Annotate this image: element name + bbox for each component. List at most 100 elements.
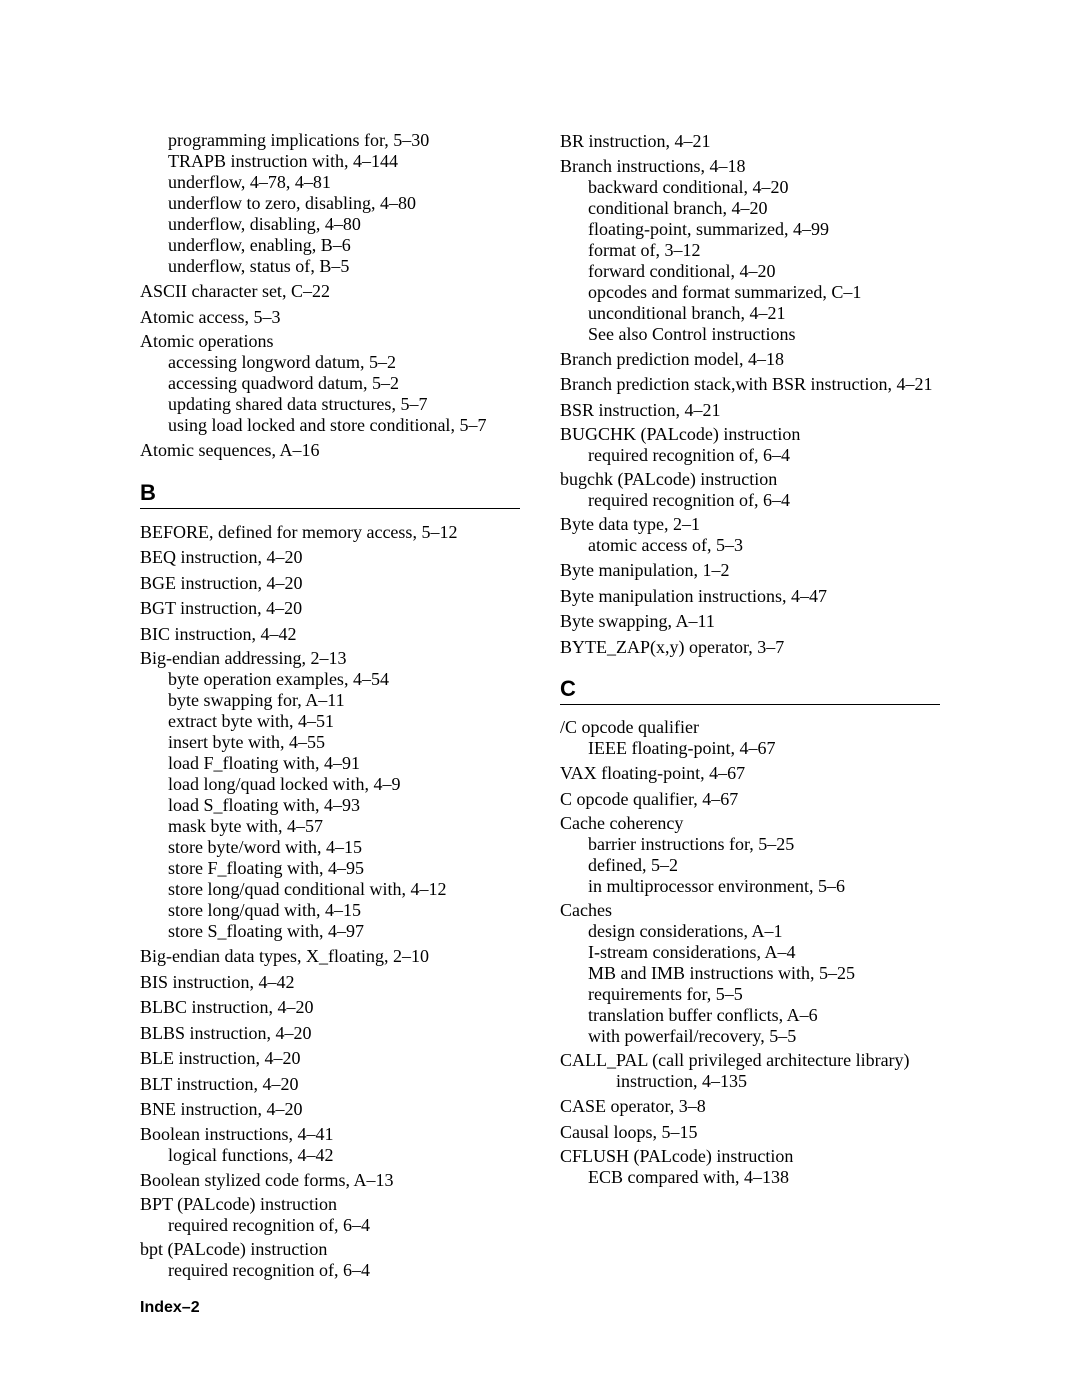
index-line: underflow, 4–78, 4–81 [140, 172, 520, 193]
index-line: CALL_PAL (call privileged architecture l… [560, 1050, 940, 1071]
index-entry: Byte manipulation, 1–2 [560, 559, 940, 582]
index-term: ECB compared with [588, 1167, 735, 1187]
index-line: TRAPB instruction with, 4–144 [140, 151, 520, 172]
page-ref: 5–3 [716, 535, 743, 555]
index-term: I-stream considerations [588, 942, 756, 962]
page-ref: 5–25 [819, 963, 855, 983]
page-ref: 4–55 [289, 732, 325, 752]
index-term: Atomic access [140, 307, 244, 327]
separator: , [784, 219, 793, 239]
index-term: defined [588, 855, 642, 875]
page-ref: A–11 [676, 611, 715, 631]
page-ref: 4–78, 4–81 [250, 172, 331, 192]
index-columns: programming implications for, 5–30TRAPB … [140, 130, 940, 1284]
index-entry: BYTE_ZAP(x,y) operator, 3–7 [560, 636, 940, 659]
separator: , [319, 921, 328, 941]
index-entry: BLT instruction, 4–20 [140, 1073, 520, 1096]
index-line: conditional branch, 4–20 [560, 198, 940, 219]
index-line: byte swapping for, A–11 [140, 690, 520, 711]
index-line: forward conditional, 4–20 [560, 261, 940, 282]
index-term: programming implications for [168, 130, 384, 150]
page-ref: 4–57 [287, 816, 323, 836]
index-term: updating shared data structures [168, 394, 391, 414]
index-line: BSR instruction, 4–21 [560, 399, 940, 422]
index-term: BLT instruction [140, 1074, 254, 1094]
index-term: ASCII character set [140, 281, 282, 301]
index-term: mask byte with [168, 816, 278, 836]
index-term: VAX floating-point [560, 763, 700, 783]
index-entry: Atomic sequences, A–16 [140, 439, 520, 462]
index-entry: BR instruction, 4–21 [560, 130, 940, 153]
index-term: See also Control instructions [588, 324, 795, 344]
separator: , [693, 789, 702, 809]
separator: , [257, 598, 266, 618]
page-ref: A–6 [787, 1005, 818, 1025]
index-line: defined, 5–2 [560, 855, 940, 876]
separator: , [810, 963, 819, 983]
index-line: MB and IMB instructions with, 5–25 [560, 963, 940, 984]
separator: , [749, 834, 758, 854]
index-term: CFLUSH (PALcode) instruction [560, 1146, 793, 1166]
separator: , [384, 946, 393, 966]
index-line: required recognition of, 6–4 [560, 445, 940, 466]
page-ref: A–11 [305, 690, 344, 710]
page-ref: 3–7 [757, 637, 784, 657]
separator: , [668, 611, 676, 631]
page-ref: 4–20 [267, 1099, 303, 1119]
index-line: Boolean stylized code forms, A–13 [140, 1169, 520, 1192]
index-group: programming implications for, 5–30TRAPB … [140, 130, 520, 277]
separator: , [278, 816, 287, 836]
index-entry: BIS instruction, 4–42 [140, 971, 520, 994]
index-term: BIS instruction [140, 972, 250, 992]
separator: , [241, 172, 250, 192]
index-term: Causal loops [560, 1122, 653, 1142]
index-group: Boolean instructions, 4–41logical functi… [140, 1124, 520, 1166]
index-term: BLBS instruction [140, 1023, 267, 1043]
separator: , [653, 1122, 662, 1142]
separator: , [269, 997, 278, 1017]
page-ref: 4–80 [380, 193, 416, 213]
separator: , [754, 490, 763, 510]
index-term: BYTE_ZAP(x,y) operator [560, 637, 748, 657]
page-ref: 4–91 [324, 753, 360, 773]
page-footer: Index–2 [140, 1299, 200, 1317]
index-term: accessing longword datum [168, 352, 360, 372]
index-term: extract byte with [168, 711, 289, 731]
index-line: See also Control instructions [560, 324, 940, 345]
page-ref: 5–7 [400, 394, 427, 414]
index-term: store F_floating with [168, 858, 319, 878]
separator: , [334, 1215, 343, 1235]
page-ref: 5–15 [662, 1122, 698, 1142]
separator: , [707, 535, 716, 555]
index-line: BLBC instruction, 4–20 [140, 996, 520, 1019]
page-ref: 4–42 [261, 624, 297, 644]
separator: , [360, 352, 369, 372]
separator: , [739, 349, 748, 369]
index-term: with powerfail/recovery [588, 1026, 760, 1046]
index-line: Atomic access, 5–3 [140, 306, 520, 329]
index-term: Boolean instructions [140, 1124, 288, 1144]
index-term: BNE instruction [140, 1099, 258, 1119]
page-ref: 4–9 [373, 774, 400, 794]
index-line: Branch prediction stack,with BSR instruc… [560, 373, 940, 396]
page-ref: 5–12 [421, 522, 457, 542]
page-ref: B–5 [319, 256, 349, 276]
separator: , [693, 1071, 702, 1091]
index-term: TRAPB instruction with [168, 151, 344, 171]
separator: , [267, 1023, 276, 1043]
section-rule [140, 508, 520, 509]
index-line: in multiprocessor environment, 5–6 [560, 876, 940, 897]
index-term: BLE instruction [140, 1048, 256, 1068]
page-ref: 5–25 [758, 834, 794, 854]
index-group: /C opcode qualifierIEEE floating-point, … [560, 717, 940, 759]
index-term: store long/quad conditional with [168, 879, 401, 899]
page-ref: A–13 [353, 1170, 393, 1190]
page-ref: 5–2 [651, 855, 678, 875]
index-term: opcodes and format summarized [588, 282, 822, 302]
index-line: /C opcode qualifier [560, 717, 940, 738]
index-term: underflow [168, 172, 241, 192]
index-line: store S_floating with, 4–97 [140, 921, 520, 942]
page-ref: 4–18 [709, 156, 745, 176]
index-line: barrier instructions for, 5–25 [560, 834, 940, 855]
index-line: I-stream considerations, A–4 [560, 942, 940, 963]
